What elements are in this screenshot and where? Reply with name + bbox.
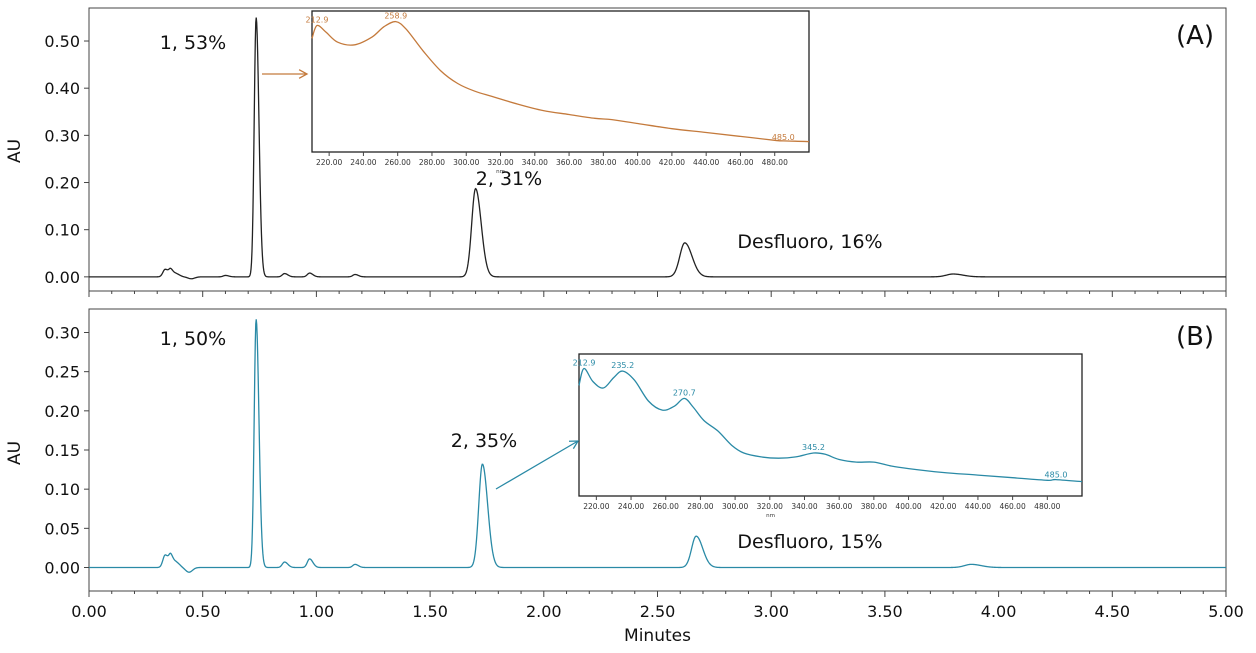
inset-x-tick-label: 260.00 bbox=[653, 502, 679, 511]
y-axis-label: AU bbox=[5, 139, 25, 163]
inset-peak-label: 212.9 bbox=[306, 15, 329, 24]
y-tick-label: 0.20 bbox=[44, 174, 80, 193]
uv-spectrum-inset: 220.00 240.00 260.00 280.00 300.00 320.00 340.… bbox=[573, 353, 1083, 519]
inset-x-tick-label: 280.00 bbox=[419, 158, 445, 167]
x-tick-label: 2.00 bbox=[526, 602, 562, 621]
y-tick-label: 0.10 bbox=[44, 480, 80, 499]
peak-annotation: 1, 53% bbox=[160, 32, 226, 54]
x-tick-label: 4.50 bbox=[1094, 602, 1130, 621]
peak-annotation: 1, 50% bbox=[160, 328, 226, 350]
y-axis-label: AU bbox=[5, 441, 25, 465]
x-tick-label: 3.50 bbox=[867, 602, 903, 621]
chart-panel-a: 0.00 0.10 0.20 0.30 0.40 0.50 AU (A) 1, 53% 2, 31… bbox=[5, 7, 1227, 297]
callout-arrowhead bbox=[568, 440, 580, 450]
inset-peak-label: 270.7 bbox=[673, 388, 696, 397]
inset-x-tick-label: 460.00 bbox=[999, 502, 1025, 511]
y-tick-label: 0.05 bbox=[44, 519, 80, 538]
inset-x-tick-label: 300.00 bbox=[722, 502, 748, 511]
inset-x-tick-label: 320.00 bbox=[487, 158, 513, 167]
inset-spectrum-line bbox=[311, 20, 810, 143]
inset-peak-label: 485.0 bbox=[1045, 470, 1068, 479]
x-tick-label: 1.50 bbox=[412, 602, 448, 621]
inset-x-tick-label: 320.00 bbox=[757, 502, 783, 511]
inset-x-tick-label: 300.00 bbox=[453, 158, 479, 167]
inset-x-tick-label: 260.00 bbox=[385, 158, 411, 167]
panel-label: (A) bbox=[1176, 21, 1214, 51]
inset-x-tick-label: 460.00 bbox=[727, 158, 753, 167]
inset-x-tick-label: 480.00 bbox=[762, 158, 788, 167]
inset-x-tick-label: 400.00 bbox=[624, 158, 650, 167]
peak-annotation: Desfluoro, 15% bbox=[737, 531, 882, 553]
y-tick-label: 0.10 bbox=[44, 221, 80, 240]
inset-x-tick-label: 220.00 bbox=[316, 158, 342, 167]
inset-peak-label: 235.2 bbox=[611, 361, 634, 370]
y-tick-label: 0.50 bbox=[44, 32, 80, 51]
y-tick-label: 0.30 bbox=[44, 126, 80, 145]
uv-spectrum-inset: 220.00 240.00 260.00 280.00 300.00 320.00 340.… bbox=[306, 10, 810, 175]
x-tick-label: 4.00 bbox=[981, 602, 1017, 621]
inset-x-tick-label: 440.00 bbox=[965, 502, 991, 511]
y-tick-label: 0.20 bbox=[44, 402, 80, 421]
inset-x-axis-label: nm bbox=[766, 513, 775, 519]
inset-x-tick-label: 420.00 bbox=[659, 158, 685, 167]
peak-annotation: 2, 31% bbox=[476, 168, 542, 190]
inset-x-tick-label: 440.00 bbox=[693, 158, 719, 167]
inset-x-tick-label: 340.00 bbox=[791, 502, 817, 511]
y-tick-label: 0.00 bbox=[44, 559, 80, 578]
y-tick-label: 0.25 bbox=[44, 363, 80, 382]
inset-x-tick-label: 420.00 bbox=[930, 502, 956, 511]
inset-x-axis-label: nm bbox=[496, 169, 505, 175]
inset-x-tick-label: 340.00 bbox=[522, 158, 548, 167]
inset-x-tick-label: 360.00 bbox=[556, 158, 582, 167]
callout-arrow bbox=[495, 440, 579, 490]
y-tick-label: 0.40 bbox=[44, 79, 80, 98]
x-tick-label: 2.50 bbox=[640, 602, 676, 621]
inset-peak-label: 485.0 bbox=[772, 133, 795, 142]
inset-x-tick-label: 360.00 bbox=[826, 502, 852, 511]
chart-panel-b: 0.00 0.05 0.10 0.15 0.20 0.25 0.30 AU (B) 0.00 0.5… bbox=[5, 308, 1244, 646]
callout-arrowhead bbox=[298, 69, 309, 79]
chromatogram-trace bbox=[89, 17, 1226, 280]
x-tick-label: 5.00 bbox=[1208, 602, 1244, 621]
y-tick-label: 0.00 bbox=[44, 268, 80, 287]
panel-label: (B) bbox=[1176, 322, 1214, 352]
inset-peak-label: 258.9 bbox=[384, 12, 407, 21]
inset-x-tick-label: 240.00 bbox=[350, 158, 376, 167]
inset-frame bbox=[311, 10, 810, 153]
chromatogram-trace bbox=[89, 319, 1226, 573]
inset-peak-label: 345.2 bbox=[802, 443, 825, 452]
x-tick-label: 1.00 bbox=[299, 602, 335, 621]
peak-annotation: 2, 35% bbox=[451, 430, 517, 452]
y-tick-label: 0.30 bbox=[44, 324, 80, 343]
inset-x-tick-label: 380.00 bbox=[861, 502, 887, 511]
peak-annotation: Desfluoro, 16% bbox=[737, 231, 882, 253]
x-axis-label: Minutes bbox=[624, 626, 691, 646]
inset-frame bbox=[578, 353, 1083, 497]
x-tick-label: 0.00 bbox=[71, 602, 107, 621]
x-tick-label: 3.00 bbox=[753, 602, 789, 621]
y-tick-label: 0.15 bbox=[44, 441, 80, 460]
inset-x-tick-label: 280.00 bbox=[687, 502, 713, 511]
inset-x-tick-label: 240.00 bbox=[618, 502, 644, 511]
inset-x-tick-label: 480.00 bbox=[1034, 502, 1060, 511]
inset-x-tick-label: 400.00 bbox=[895, 502, 921, 511]
x-tick-label: 0.50 bbox=[185, 602, 221, 621]
inset-peak-label: 212.9 bbox=[573, 359, 596, 368]
inset-x-tick-label: 220.00 bbox=[583, 502, 609, 511]
inset-spectrum-line bbox=[578, 367, 1083, 483]
inset-x-tick-label: 380.00 bbox=[590, 158, 616, 167]
